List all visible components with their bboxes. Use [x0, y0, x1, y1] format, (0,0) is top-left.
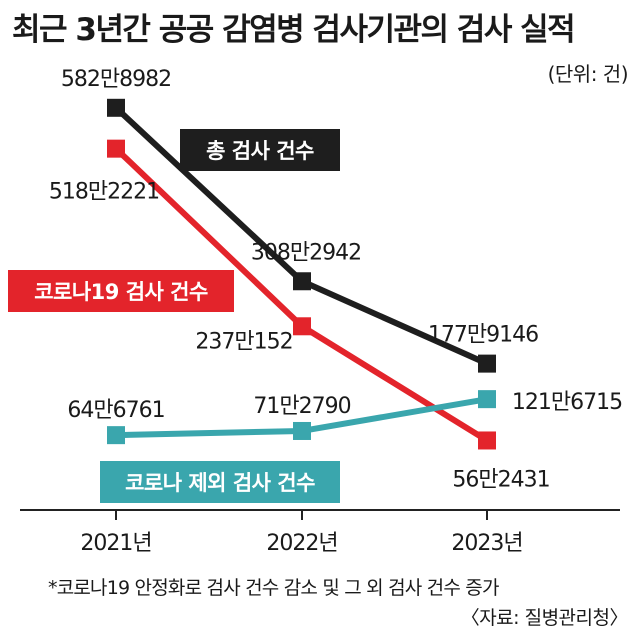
data-label-covid-2: 56만2431 — [452, 467, 549, 492]
marker-covid-1 — [293, 317, 311, 336]
legend-box-total — [180, 129, 340, 171]
marker-non_covid-0 — [107, 426, 125, 445]
x-axis: 2021년 2022년 2023년 — [20, 509, 620, 556]
legend-box-covid — [8, 270, 234, 312]
data-label-total-0: 582만8982 — [61, 67, 171, 92]
marker-covid-2 — [478, 431, 496, 450]
data-label-total-2: 177만9146 — [428, 323, 538, 348]
data-label-covid-0: 518만2221 — [49, 180, 159, 205]
legend-label-total: 총 검사 건수 — [206, 139, 314, 163]
x-tick-label-2: 2023년 — [451, 531, 522, 556]
marker-total-0 — [107, 98, 125, 117]
chart-title: 최근 3년간 공공 감염병 검사기관의 검사 실적 — [12, 12, 576, 48]
unit-label: (단위: 건) — [547, 62, 629, 86]
legend-label-non_covid: 코로나 제외 검사 건수 — [125, 471, 315, 495]
marker-total-1 — [293, 272, 311, 291]
data-label-non_covid-0: 64만6761 — [67, 398, 164, 423]
marker-covid-0 — [107, 139, 125, 158]
marker-non_covid-1 — [293, 421, 311, 440]
data-label-non_covid-2: 121만6715 — [512, 390, 622, 415]
legend-label-covid: 코로나19 검사 건수 — [34, 280, 208, 304]
series-markers — [107, 98, 496, 450]
data-label-covid-1: 237만152 — [195, 329, 292, 354]
data-label-total-1: 308만2942 — [251, 240, 361, 265]
x-tick-label-0: 2021년 — [80, 531, 151, 556]
source-note: 〈자료: 질병관리청〉 — [460, 607, 629, 629]
x-tick-label-1: 2022년 — [266, 531, 337, 556]
marker-total-2 — [478, 354, 496, 373]
footnote: *코로나19 안정화로 검사 건수 감소 및 그 외 검사 건수 증가 — [48, 577, 499, 599]
data-labels: 582만8982 308만2942 177만9146 518만2221 237만152 5… — [49, 67, 623, 493]
data-label-non_covid-1: 71만2790 — [253, 394, 350, 419]
legend-box-non_covid — [100, 461, 340, 503]
marker-non_covid-2 — [478, 390, 496, 409]
